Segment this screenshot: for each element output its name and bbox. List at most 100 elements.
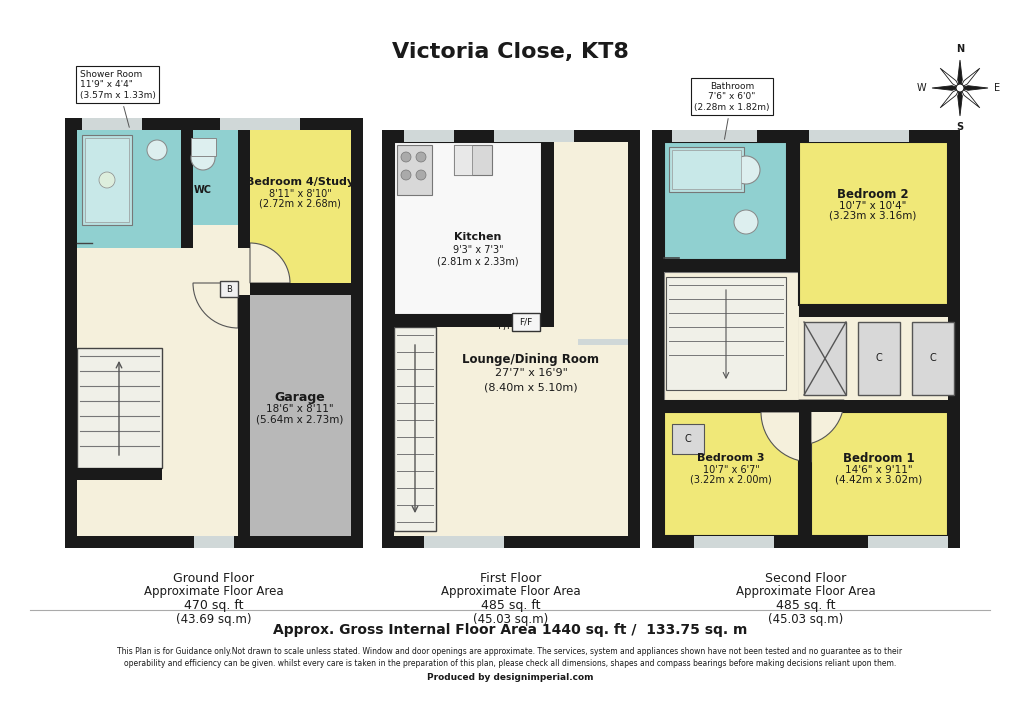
Text: E: E (994, 83, 1000, 93)
Text: W: W (915, 83, 925, 93)
Polygon shape (931, 86, 959, 90)
Bar (82, 135, 131, 225)
Bar (541, 142, 553, 327)
Text: Garage: Garage (274, 390, 325, 403)
Bar (453, 145, 472, 175)
Bar (393, 142, 628, 536)
Polygon shape (959, 88, 979, 108)
Text: 10'7" x 10'4": 10'7" x 10'4" (839, 201, 906, 211)
Wedge shape (760, 412, 810, 462)
Bar (808, 130, 908, 142)
Text: (4.42m x 3.02m): (4.42m x 3.02m) (835, 475, 922, 485)
Bar (76, 468, 162, 480)
Text: C: C (684, 434, 691, 444)
Bar (404, 130, 453, 142)
Text: Approximate Floor Area: Approximate Floor Area (736, 585, 875, 598)
Bar (512, 313, 539, 331)
Bar (578, 339, 628, 345)
Circle shape (416, 170, 426, 180)
Text: WC: WC (194, 185, 212, 195)
Text: Bathroom
7'6" x 6'0"
(2.28m x 1.82m): Bathroom 7'6" x 6'0" (2.28m x 1.82m) (694, 82, 769, 139)
Text: B: B (226, 284, 231, 294)
Bar (76, 130, 351, 536)
Text: Bedroom 3: Bedroom 3 (697, 453, 764, 463)
Bar (672, 130, 756, 142)
Bar (798, 317, 947, 400)
Bar (453, 145, 491, 175)
Bar (672, 150, 740, 189)
Bar (663, 260, 798, 272)
Bar (672, 424, 703, 454)
Bar (191, 138, 216, 156)
Bar (798, 412, 810, 536)
Bar (180, 225, 193, 248)
Wedge shape (193, 283, 237, 328)
Text: (5.64m x 2.73m): (5.64m x 2.73m) (256, 414, 343, 424)
Bar (651, 130, 663, 548)
Bar (194, 536, 233, 548)
Bar (787, 142, 798, 260)
Bar (85, 138, 128, 222)
Bar (382, 536, 639, 548)
Circle shape (147, 140, 167, 160)
Wedge shape (250, 243, 289, 283)
Text: (3.22m x 2.00m): (3.22m x 2.00m) (690, 475, 771, 485)
Text: First Floor: First Floor (480, 572, 541, 585)
Bar (803, 322, 845, 395)
Bar (82, 118, 142, 130)
Circle shape (400, 170, 411, 180)
Text: (45.03 sq.m): (45.03 sq.m) (473, 613, 548, 626)
Bar (393, 327, 435, 531)
Bar (651, 536, 959, 548)
Text: Bedroom 1: Bedroom 1 (843, 451, 914, 464)
Polygon shape (940, 68, 959, 88)
Bar (424, 536, 503, 548)
Text: Produced by designimperial.com: Produced by designimperial.com (426, 673, 593, 683)
Circle shape (734, 210, 757, 234)
Text: N: N (955, 44, 963, 54)
Bar (180, 130, 193, 233)
Bar (65, 536, 363, 548)
Text: Shower Room
11'9" x 4'4"
(3.57m x 1.33m): Shower Room 11'9" x 4'4" (3.57m x 1.33m) (79, 70, 156, 127)
Polygon shape (959, 68, 979, 88)
Text: Bedroom 4/Study: Bedroom 4/Study (246, 177, 354, 187)
Bar (857, 322, 899, 395)
Text: Kitchen: Kitchen (453, 232, 501, 242)
Bar (76, 348, 162, 468)
Bar (65, 118, 76, 548)
Bar (65, 118, 363, 130)
Bar (663, 272, 798, 400)
Text: 18'6" x 8'11": 18'6" x 8'11" (266, 404, 333, 414)
Bar (237, 295, 250, 536)
Polygon shape (957, 60, 961, 88)
Polygon shape (959, 86, 987, 90)
Circle shape (955, 84, 963, 92)
Polygon shape (940, 88, 959, 108)
Bar (180, 130, 237, 225)
Bar (220, 281, 237, 297)
Text: Approx. Gross Internal Floor Area 1440 sq. ft /  133.75 sq. m: Approx. Gross Internal Floor Area 1440 s… (272, 623, 747, 637)
Text: 10'7" x 6'7": 10'7" x 6'7" (702, 465, 759, 475)
Text: Second Floor: Second Floor (764, 572, 846, 585)
Bar (250, 295, 351, 536)
Circle shape (732, 156, 759, 184)
Text: F/F: F/F (519, 318, 532, 326)
Text: Victoria Close, KT8: Victoria Close, KT8 (391, 42, 628, 62)
Text: 485 sq. ft: 485 sq. ft (481, 600, 540, 613)
Bar (393, 315, 553, 327)
Polygon shape (957, 88, 961, 116)
Bar (651, 130, 959, 142)
Bar (351, 118, 363, 548)
Text: Bedroom 2: Bedroom 2 (837, 187, 908, 200)
Text: Approximate Floor Area: Approximate Floor Area (144, 585, 283, 598)
Wedge shape (798, 400, 843, 445)
Bar (810, 412, 947, 536)
Text: This Plan is for Guidance only.Not drawn to scale unless stated. Window and door: This Plan is for Guidance only.Not drawn… (117, 647, 902, 657)
Text: (2.81m x 2.33m): (2.81m x 2.33m) (437, 257, 519, 267)
Bar (663, 142, 787, 260)
Text: F/F: F/F (497, 321, 512, 331)
Text: (2.72m x 2.68m): (2.72m x 2.68m) (259, 199, 340, 209)
Text: (8.40m x 5.10m): (8.40m x 5.10m) (484, 382, 577, 392)
Text: Lounge/Dining Room: Lounge/Dining Room (462, 353, 599, 366)
Text: C: C (928, 353, 935, 363)
